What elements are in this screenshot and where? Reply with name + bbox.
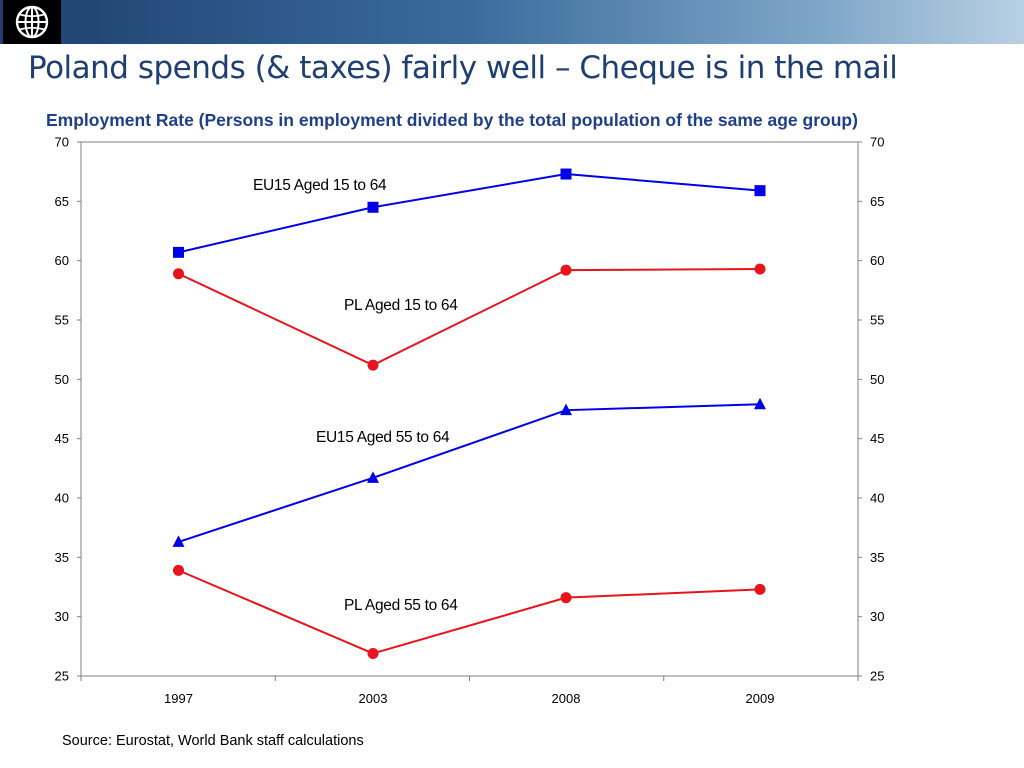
circle-marker xyxy=(754,263,766,275)
plot-area xyxy=(80,141,859,677)
source-note: Source: Eurostat, World Bank staff calcu… xyxy=(62,733,364,749)
world-bank-logo xyxy=(3,0,61,44)
circle-marker xyxy=(560,264,572,276)
triangle-marker xyxy=(367,471,379,483)
series-line xyxy=(178,403,761,543)
series-line xyxy=(178,267,761,367)
series-label: PL Aged 15 to 64 xyxy=(344,297,458,314)
x-tick-label: 2008 xyxy=(552,691,581,706)
right-y-tick-label: 35 xyxy=(870,550,884,565)
triangle-marker xyxy=(172,535,185,547)
circle-marker xyxy=(560,592,572,604)
left-y-tick-label: 70 xyxy=(55,135,69,150)
right-y-tick-label: 25 xyxy=(870,669,884,684)
right-y-tick-label: 30 xyxy=(870,609,884,624)
x-tick-label: 2003 xyxy=(359,691,388,706)
series-line xyxy=(178,569,761,655)
slide-title: Poland spends (& taxes) fairly well – Ch… xyxy=(28,50,898,86)
circle-marker xyxy=(754,583,766,595)
circle-marker xyxy=(367,647,379,659)
header-bar xyxy=(0,0,1024,44)
left-y-tick-label: 55 xyxy=(55,313,69,328)
right-y-tick-label: 40 xyxy=(870,491,884,506)
circle-marker xyxy=(367,359,379,371)
left-y-tick-label: 35 xyxy=(55,550,69,565)
left-y-tick-label: 40 xyxy=(55,491,69,506)
triangle-marker xyxy=(754,397,766,410)
series-label: EU15 Aged 15 to 64 xyxy=(253,177,387,194)
left-y-tick-label: 50 xyxy=(55,372,69,387)
x-tick-label: 1997 xyxy=(164,691,193,706)
world-bank-globe-icon xyxy=(15,5,49,39)
chart-title: Employment Rate (Persons in employment d… xyxy=(46,110,858,130)
square-marker xyxy=(367,201,379,213)
left-y-tick-label: 45 xyxy=(55,431,69,446)
square-marker xyxy=(754,185,766,197)
right-y-tick-label: 45 xyxy=(870,431,884,446)
right-y-tick-label: 55 xyxy=(870,313,884,328)
left-y-tick-label: 25 xyxy=(55,669,69,684)
left-y-tick-label: 65 xyxy=(55,194,69,209)
circle-marker xyxy=(173,564,184,576)
right-y-tick-label: 65 xyxy=(870,194,884,209)
square-marker xyxy=(560,168,572,180)
right-y-tick-label: 50 xyxy=(870,372,884,387)
series-label: PL Aged 55 to 64 xyxy=(344,597,458,614)
series-line xyxy=(178,173,761,254)
triangle-marker xyxy=(560,403,572,416)
left-y-tick-label: 30 xyxy=(55,609,69,624)
right-y-tick-label: 70 xyxy=(870,135,884,150)
square-marker xyxy=(173,246,184,258)
x-tick-label: 2009 xyxy=(746,691,775,706)
circle-marker xyxy=(173,268,184,280)
left-y-tick-label: 60 xyxy=(55,253,69,268)
right-y-tick-label: 60 xyxy=(870,253,884,268)
series-label: EU15 Aged 55 to 64 xyxy=(316,429,450,446)
